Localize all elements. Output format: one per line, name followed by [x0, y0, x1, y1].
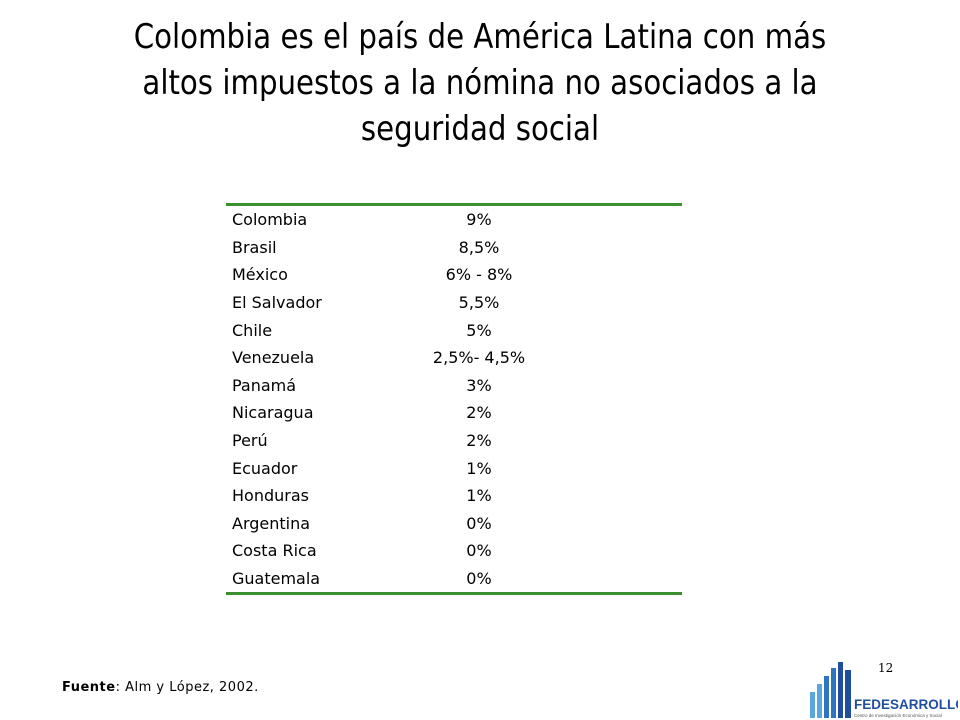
table-row: Perú 2%	[226, 427, 682, 455]
table-row: Argentina 0%	[226, 510, 682, 538]
country-cell: Costa Rica	[232, 541, 317, 561]
rate-cell: 1%	[466, 458, 492, 478]
table-row: El Salvador 5,5%	[226, 289, 682, 317]
table-row: Panamá 3%	[226, 372, 682, 400]
table-row: Costa Rica 0%	[226, 537, 682, 565]
rate-cell: 0%	[466, 541, 492, 561]
table-row: Ecuador 1%	[226, 454, 682, 482]
source-label: Fuente	[62, 680, 116, 695]
logo-bars-icon	[810, 662, 851, 718]
table-row: Venezuela 2,5%- 4,5%	[226, 344, 682, 372]
rate-cell: 6% - 8%	[445, 265, 513, 285]
country-cell: El Salvador	[232, 293, 322, 313]
tax-table: Colombia 9% Brasil 8,5% México 6% - 8% E…	[226, 203, 682, 596]
table-row: Honduras 1%	[226, 482, 682, 510]
source-text: : Alm y López, 2002.	[115, 680, 259, 695]
country-cell: Nicaragua	[232, 403, 314, 423]
source-note: Fuente: Alm y López, 2002.	[62, 680, 259, 695]
rate-cell: 2%	[466, 403, 492, 423]
table-row: Guatemala 0%	[226, 565, 682, 594]
rate-cell: 5,5%	[458, 293, 500, 313]
country-cell: Argentina	[232, 513, 311, 533]
country-cell: Venezuela	[232, 348, 315, 368]
rate-cell: 9%	[466, 210, 492, 230]
table-row: Colombia 9%	[226, 205, 682, 234]
country-cell: Chile	[232, 320, 273, 340]
table-row: Brasil 8,5%	[226, 234, 682, 262]
table-row: Chile 5%	[226, 316, 682, 344]
country-cell: Honduras	[232, 486, 309, 506]
country-cell: Guatemala	[232, 569, 321, 589]
logo-name: FEDESARROLLO	[854, 697, 958, 712]
country-cell: Perú	[232, 431, 268, 451]
logo-tagline: Centro de Investigación Económica y Soci…	[854, 713, 942, 718]
fedesarrollo-logo: FEDESARROLLO Centro de Investigación Eco…	[810, 662, 958, 718]
rate-cell: 5%	[466, 320, 492, 340]
slide-title: Colombia es el país de América Latina co…	[133, 17, 827, 149]
rate-cell: 1%	[466, 486, 492, 506]
table-row: Nicaragua 2%	[226, 399, 682, 427]
rate-cell: 2%	[466, 431, 492, 451]
country-cell: Ecuador	[232, 458, 298, 478]
page-number: 12	[878, 661, 894, 675]
rate-cell: 0%	[466, 569, 492, 589]
rate-cell: 3%	[466, 375, 492, 395]
rate-cell: 0%	[466, 513, 492, 533]
rate-cell: 8,5%	[458, 237, 500, 257]
country-cell: Colombia	[232, 210, 308, 230]
country-cell: Panamá	[232, 375, 297, 395]
country-cell: Brasil	[232, 237, 277, 257]
rate-cell: 2,5%- 4,5%	[432, 348, 526, 368]
table-row: México 6% - 8%	[226, 261, 682, 289]
tax-table-body: Colombia 9% Brasil 8,5% México 6% - 8% E…	[226, 205, 682, 594]
country-cell: México	[232, 265, 288, 285]
